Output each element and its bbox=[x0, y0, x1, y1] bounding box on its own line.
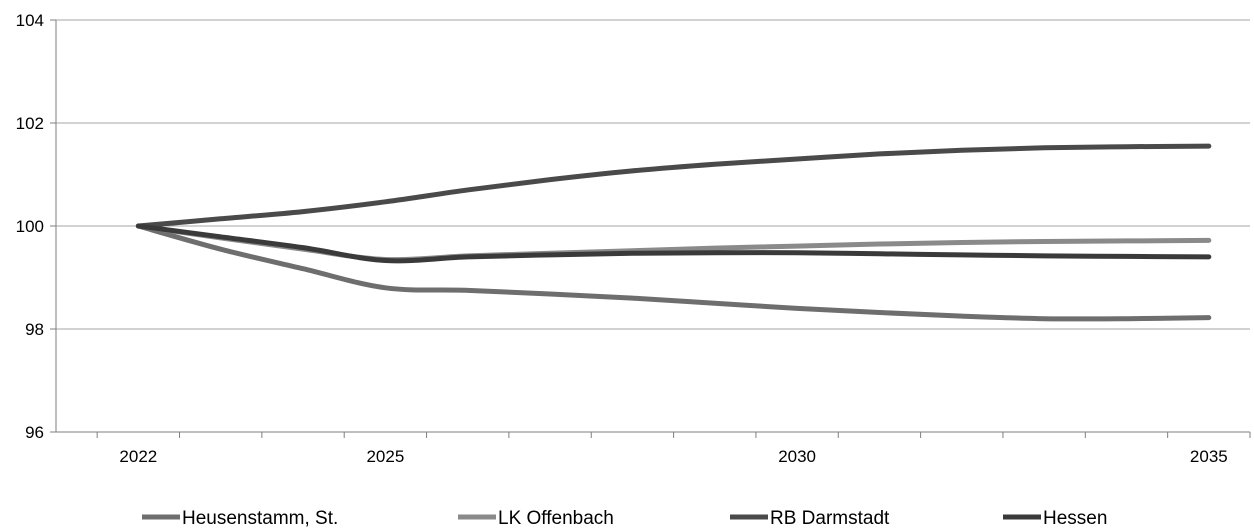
x-tick-label: 2025 bbox=[366, 447, 404, 466]
y-tick-label: 100 bbox=[16, 217, 44, 236]
series-line-rb-darmstadt bbox=[138, 146, 1208, 226]
y-tick-label: 98 bbox=[25, 320, 44, 339]
x-tick-label: 2030 bbox=[778, 447, 816, 466]
axes: 96 98 100 102 104 2022 2025 2030 2035 bbox=[16, 11, 1250, 466]
legend-label: LK Offenbach bbox=[498, 508, 614, 529]
series-lines bbox=[138, 146, 1208, 319]
grid bbox=[56, 20, 1250, 432]
y-tick-label: 96 bbox=[25, 423, 44, 442]
legend: Heusenstamm, St. LK Offenbach RB Darmstadt… bbox=[142, 508, 1107, 529]
y-tick-label: 102 bbox=[16, 114, 44, 133]
x-tick-label: 2035 bbox=[1190, 447, 1228, 466]
legend-label: Heusenstamm, St. bbox=[182, 508, 338, 529]
legend-label: Hessen bbox=[1043, 508, 1107, 529]
legend-label: RB Darmstadt bbox=[770, 508, 890, 529]
x-tick-label: 2022 bbox=[119, 447, 157, 466]
y-tick-label: 104 bbox=[16, 11, 44, 30]
